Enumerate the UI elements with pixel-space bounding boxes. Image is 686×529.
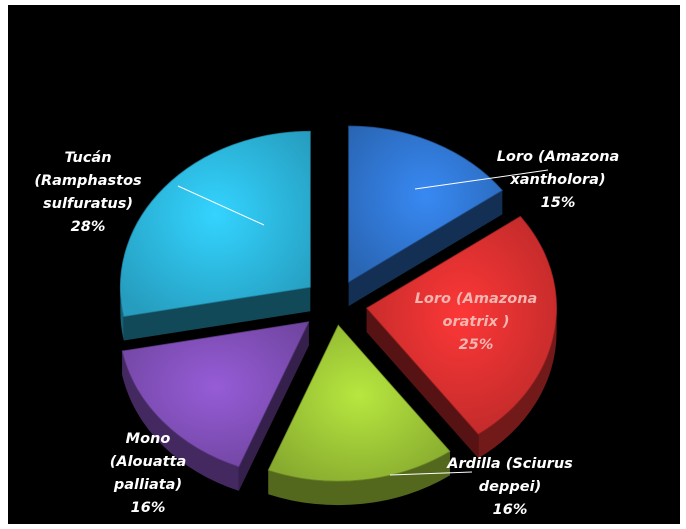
slice-value-label: 16% — [493, 502, 528, 518]
slice-outer-wall — [122, 351, 239, 491]
leader-lines — [177, 169, 549, 476]
slice-top — [267, 324, 451, 482]
slice-label: Ardilla (Sciurus deppei) 16% — [446, 456, 573, 518]
pie-slice — [267, 324, 451, 506]
slice-side-wall — [348, 190, 503, 307]
slice-top — [119, 130, 311, 317]
slice-label-line: deppei) — [479, 479, 541, 495]
slice-label-line: (Alouatta — [110, 454, 187, 470]
slice-label-line: palliata) — [113, 477, 182, 493]
slice-label-line: oratrix ) — [443, 314, 510, 330]
slice-side-wall — [123, 287, 311, 341]
leader-line — [414, 169, 549, 190]
slice-outer-wall — [268, 451, 450, 506]
slice-outer-wall — [120, 287, 124, 341]
slice-top — [365, 215, 557, 435]
slice-side-wall — [366, 308, 479, 459]
slice-labels: Loro (Amazona xantholora) 15%Loro (Amazona… — [34, 149, 619, 518]
leader-line — [389, 471, 473, 476]
pie-slice — [365, 215, 557, 459]
slice-label-line: Ardilla (Sciurus — [446, 456, 573, 472]
slice-value-label: 28% — [71, 219, 106, 235]
slice-label-line: xantholora) — [509, 172, 605, 188]
pie-slice — [348, 125, 503, 307]
slice-label-line: Loro (Amazona — [415, 291, 538, 307]
slice-label-line: Mono — [126, 431, 171, 447]
slice-label-line: sulfuratus) — [43, 196, 133, 212]
slice-value-label: 25% — [459, 337, 494, 353]
slice-top — [348, 125, 503, 283]
slice-label-line: Tucán — [64, 150, 111, 166]
slice-label: Loro (Amazona oratrix ) 25% — [415, 291, 538, 353]
pie-slice — [121, 321, 310, 491]
slice-side-wall — [238, 321, 309, 491]
slices-layer — [119, 125, 557, 506]
slice-value-label: 16% — [131, 500, 166, 516]
slice-value-label: 15% — [541, 195, 576, 211]
slice-top — [121, 321, 310, 468]
slice-label: Loro (Amazona xantholora) 15% — [497, 149, 620, 211]
slice-label: Tucán (Ramphastos sulfuratus) 28% — [34, 150, 142, 235]
slice-label: Mono (Alouatta palliata) 16% — [110, 431, 187, 516]
slice-label-line: Loro (Amazona — [497, 149, 620, 165]
slice-label-line: (Ramphastos — [34, 173, 142, 189]
pie-slice — [119, 130, 311, 341]
leader-line — [177, 185, 265, 226]
slice-outer-wall — [478, 308, 557, 459]
